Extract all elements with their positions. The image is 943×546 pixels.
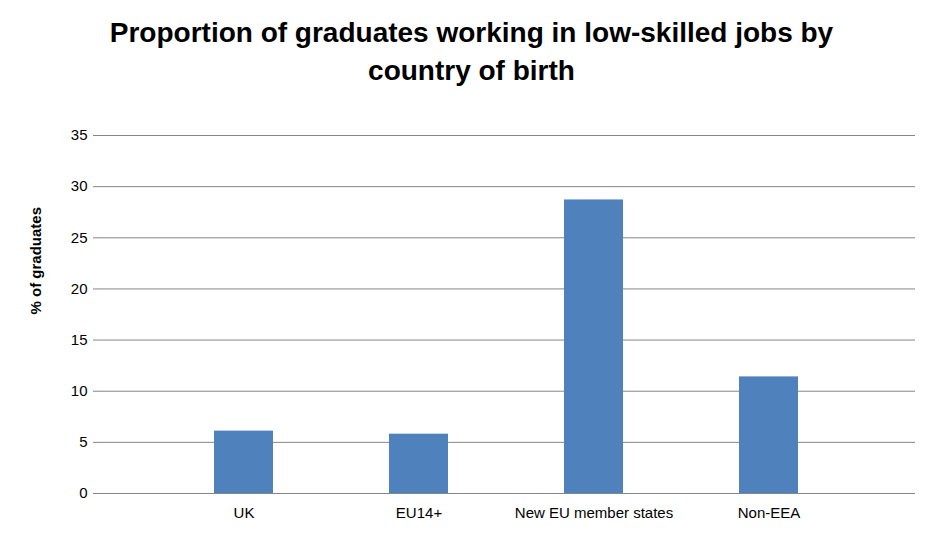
svg-text:20: 20 <box>71 280 88 297</box>
svg-text:15: 15 <box>71 331 88 348</box>
svg-text:% of graduates: % of graduates <box>27 207 44 315</box>
svg-text:30: 30 <box>71 177 88 194</box>
svg-text:0: 0 <box>79 484 87 501</box>
svg-text:UK: UK <box>234 504 255 521</box>
svg-text:Non-EEA: Non-EEA <box>738 504 801 521</box>
svg-text:New EU member states: New EU member states <box>515 504 673 521</box>
html-text:Proportion of graduates workin: Proportion of graduates working in low-s… <box>109 17 834 86</box>
svg-text:EU14+: EU14+ <box>396 504 443 521</box>
svg-text:25: 25 <box>71 229 88 246</box>
svg-text:35: 35 <box>71 126 88 143</box>
svg-text:10: 10 <box>71 382 88 399</box>
svg-text:5: 5 <box>79 433 87 450</box>
